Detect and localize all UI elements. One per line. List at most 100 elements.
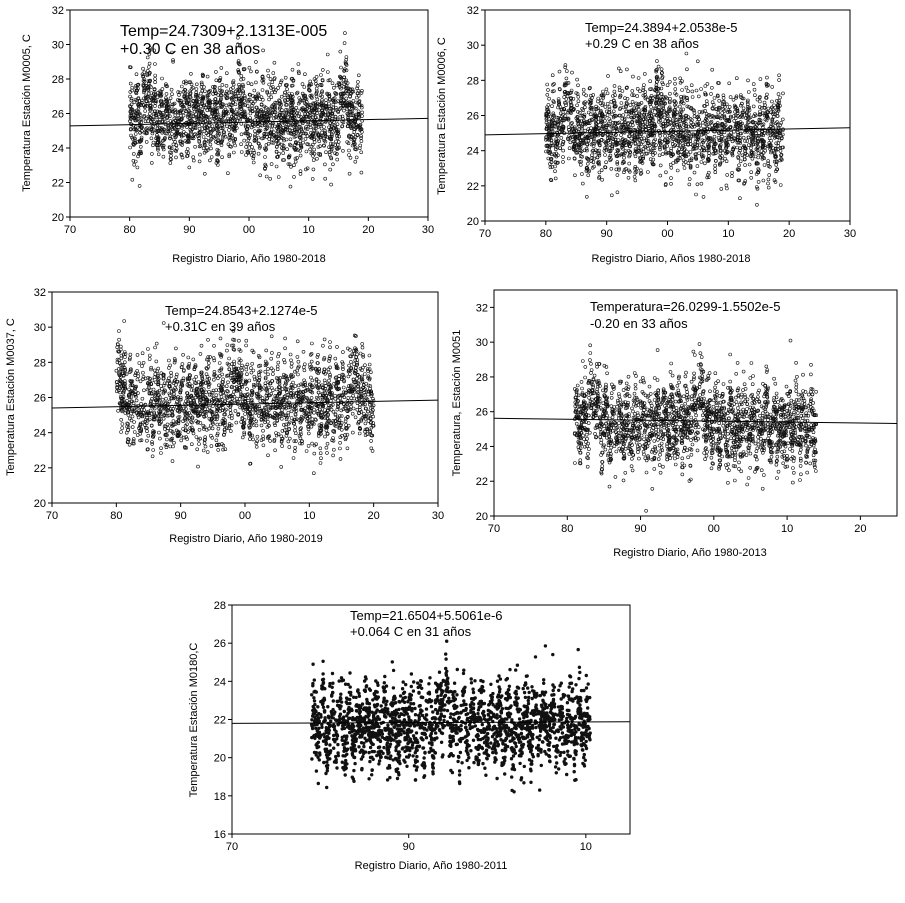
data-point [723, 156, 727, 161]
data-point [286, 110, 291, 115]
data-point [763, 148, 768, 153]
data-point [254, 80, 258, 85]
data-point [207, 89, 211, 94]
data-point [297, 71, 301, 75]
data-point [770, 85, 775, 89]
data-point [761, 178, 766, 183]
data-point [170, 50, 174, 55]
data-point [324, 150, 328, 154]
data-point [303, 126, 308, 131]
data-point [292, 163, 296, 167]
data-point [220, 83, 225, 87]
data-point [575, 77, 579, 82]
data-point [290, 122, 295, 127]
data-point [327, 150, 332, 154]
data-point [209, 444, 214, 448]
data-point [295, 90, 300, 95]
data-point [333, 393, 337, 398]
data-point [160, 76, 164, 81]
data-point [203, 172, 207, 176]
data-point [317, 108, 321, 112]
data-point [205, 74, 210, 79]
data-point [266, 141, 271, 146]
data-point [241, 82, 245, 87]
data-point [546, 103, 551, 107]
data-point [298, 172, 303, 176]
data-point [669, 176, 673, 180]
data-point [194, 90, 198, 95]
data-point [550, 104, 554, 108]
data-point [356, 73, 361, 78]
data-point [342, 75, 347, 80]
data-point [336, 140, 341, 144]
data-point [165, 115, 170, 119]
data-point [128, 145, 132, 150]
y-tick-label: 32 [467, 5, 479, 17]
data-point [766, 159, 771, 163]
data-point [583, 128, 588, 133]
data-point [165, 107, 169, 111]
data-point [292, 175, 296, 179]
data-point [199, 85, 204, 89]
data-point [300, 91, 305, 96]
data-point [153, 77, 157, 81]
data-point [209, 146, 213, 151]
data-point [346, 396, 351, 400]
data-point [359, 170, 364, 175]
data-point [282, 138, 286, 143]
data-point [243, 131, 247, 136]
data-point [767, 173, 772, 177]
data-point [692, 114, 697, 119]
data-point [129, 133, 133, 138]
data-point [209, 155, 214, 159]
data-point [343, 31, 347, 35]
data-point [140, 364, 144, 368]
data-point [153, 93, 157, 98]
data-point [329, 182, 333, 187]
data-point [229, 87, 233, 91]
data-point [351, 99, 356, 103]
data-point [584, 195, 589, 199]
data-point [306, 122, 311, 126]
data-point [277, 151, 281, 156]
data-point [640, 110, 644, 115]
data-point [698, 146, 702, 150]
data-point [685, 67, 689, 72]
data-point [312, 410, 316, 415]
data-point [576, 83, 580, 88]
data-point [300, 82, 305, 86]
data-point [270, 90, 274, 95]
data-point [350, 430, 355, 435]
data-point [338, 457, 343, 461]
data-point [329, 145, 333, 149]
data-point [235, 112, 240, 116]
data-point [166, 126, 171, 130]
data-point [161, 147, 166, 152]
data-point [642, 72, 647, 76]
data-point [678, 104, 682, 109]
y-tick-label: 24 [467, 146, 479, 158]
data-point [174, 143, 179, 147]
data-point [586, 173, 591, 178]
data-point [745, 139, 750, 143]
data-point [585, 162, 590, 166]
data-point [231, 82, 236, 87]
data-point [642, 83, 646, 87]
data-point [544, 149, 548, 154]
data-point [147, 65, 151, 69]
data-point [187, 104, 192, 109]
data-point [322, 337, 327, 342]
data-point [226, 380, 230, 385]
data-point [576, 95, 581, 99]
data-point [725, 186, 729, 191]
data-point [561, 160, 565, 164]
data-point [225, 71, 229, 75]
data-point [311, 115, 315, 120]
data-point [197, 126, 202, 131]
data-point [355, 133, 360, 137]
data-point [267, 97, 271, 102]
data-point [331, 162, 335, 167]
data-point [290, 67, 295, 72]
data-point [590, 149, 595, 153]
